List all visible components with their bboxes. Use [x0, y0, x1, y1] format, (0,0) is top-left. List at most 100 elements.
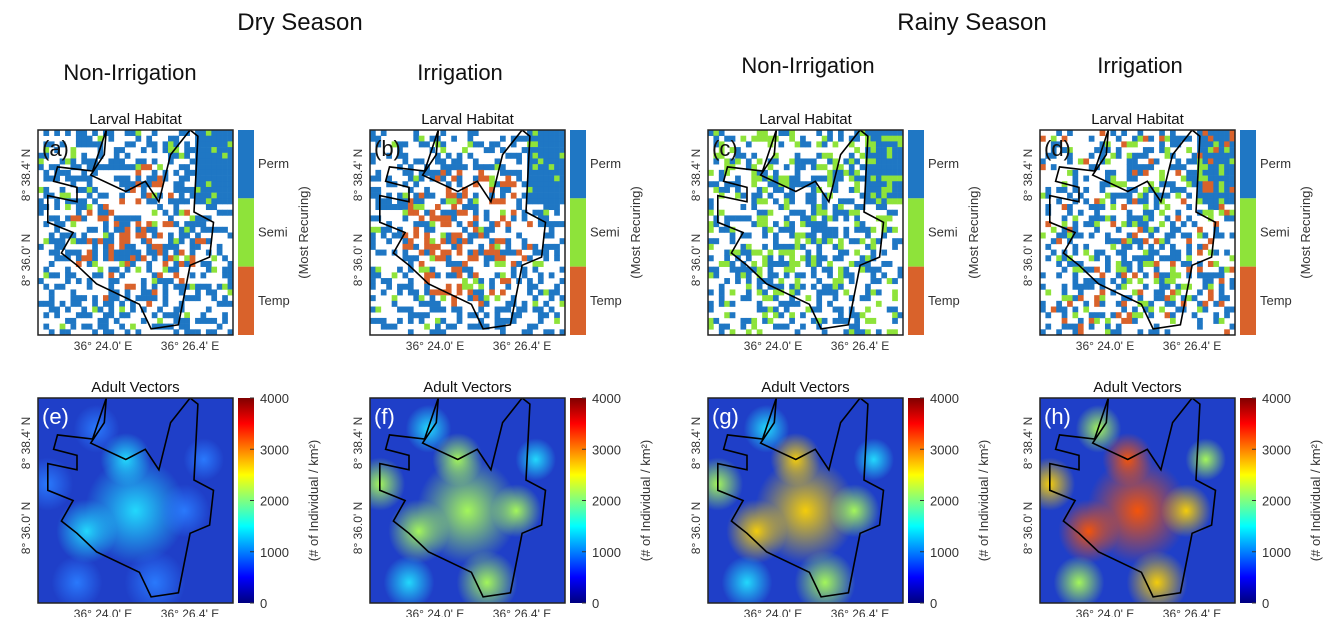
habitat-cell — [216, 175, 223, 182]
habitat-cell — [810, 232, 817, 239]
habitat-cell — [81, 198, 88, 205]
habitat-cell — [222, 295, 228, 302]
habitat-cell — [559, 238, 565, 245]
habitat-cell — [521, 306, 528, 313]
density-blob — [124, 550, 186, 603]
habitat-cell — [119, 192, 125, 199]
habitat-cell — [424, 289, 430, 296]
habitat-cell — [751, 323, 758, 330]
habitat-cell — [1083, 266, 1090, 273]
habitat-cell — [827, 158, 833, 165]
habitat-cell — [554, 209, 560, 216]
habitat-cell — [527, 181, 533, 188]
y-tick-label: 8° 38.4' N — [19, 149, 33, 201]
habitat-cell — [429, 175, 436, 182]
habitat-cell — [897, 312, 903, 319]
habitat-cell — [227, 329, 233, 335]
habitat-cell — [92, 329, 98, 335]
habitat-cell — [1056, 186, 1062, 193]
habitat-cell — [1077, 283, 1084, 290]
habitat-cell — [103, 312, 109, 319]
habitat-cell — [881, 186, 888, 193]
habitat-cell — [429, 215, 436, 222]
habitat-cell — [1077, 209, 1084, 216]
habitat-cell — [1218, 192, 1225, 199]
habitat-cell — [1045, 221, 1052, 228]
habitat-cell — [489, 175, 495, 182]
habitat-cell — [216, 141, 223, 148]
habitat-cell — [445, 192, 452, 199]
habitat-cell — [70, 221, 77, 228]
boundary — [716, 398, 885, 598]
habitat-cell — [762, 135, 768, 142]
habitat-cell — [462, 147, 468, 154]
habitat-cell — [81, 255, 88, 262]
habitat-cell — [418, 141, 425, 148]
habitat-cell — [205, 289, 212, 296]
habitat-cell — [1094, 255, 1100, 262]
map — [370, 398, 565, 603]
habitat-cell — [440, 306, 447, 313]
habitat-cell — [805, 306, 812, 313]
habitat-cell — [543, 169, 550, 176]
habitat-cell — [75, 186, 82, 193]
habitat-cell — [451, 215, 457, 222]
habitat-cell — [548, 221, 555, 228]
habitat-cell — [424, 283, 430, 290]
habitat-cell — [832, 289, 839, 296]
y-tick-label: 8° 38.4' N — [1021, 417, 1035, 469]
habitat-cell — [892, 295, 898, 302]
habitat-cell — [1159, 175, 1165, 182]
habitat-cell — [537, 186, 544, 193]
habitat-cell — [1202, 300, 1209, 307]
habitat-cell — [1072, 169, 1079, 176]
habitat-cell — [870, 186, 877, 193]
habitat-cell — [65, 192, 71, 199]
habitat-cell — [1056, 232, 1062, 239]
habitat-cell — [554, 255, 560, 262]
habitat-cell — [184, 209, 190, 216]
habitat-cell — [435, 152, 441, 159]
habitat-cell — [81, 152, 88, 159]
habitat-cell — [135, 255, 142, 262]
habitat-cell — [1040, 283, 1046, 290]
habitat-cell — [1083, 175, 1090, 182]
habitat-cell — [521, 147, 528, 154]
habitat-cell — [391, 323, 398, 330]
habitat-cell — [1099, 289, 1106, 296]
habitat-cell — [370, 272, 376, 279]
habitat-cell — [54, 147, 60, 154]
habitat-cell — [54, 312, 60, 319]
habitat-cell — [810, 221, 817, 228]
habitat-cell — [1159, 141, 1165, 148]
habitat-cell — [216, 164, 223, 171]
habitat-cell — [554, 169, 560, 176]
habitat-cell — [397, 317, 403, 324]
habitat-cell — [881, 164, 888, 171]
habitat-cell — [146, 266, 153, 273]
habitat-cell — [881, 141, 888, 148]
habitat-cell — [1170, 130, 1176, 136]
habitat-cell — [740, 295, 747, 302]
habitat-cell — [505, 243, 512, 250]
habitat-cell — [113, 317, 120, 324]
habitat-cell — [184, 317, 190, 324]
habitat-cell — [407, 283, 414, 290]
habitat-cell — [467, 289, 474, 296]
habitat-cell — [1213, 147, 1220, 154]
habitat-cell — [1175, 306, 1182, 313]
habitat-cell — [1072, 175, 1079, 182]
habitat-cell — [1083, 278, 1090, 285]
habitat-cell — [892, 226, 898, 233]
colorbar-label: Temp — [928, 293, 960, 308]
habitat-cell — [794, 243, 801, 250]
habitat-cell — [548, 192, 555, 199]
habitat-cell — [1170, 249, 1176, 256]
habitat-cell — [773, 221, 779, 228]
habitat-cell — [1159, 198, 1165, 205]
habitat-cell — [875, 204, 882, 211]
habitat-cell — [1137, 312, 1144, 319]
habitat-cell — [1164, 329, 1171, 335]
habitat-cell — [1126, 232, 1133, 239]
habitat-cell — [1159, 130, 1165, 136]
